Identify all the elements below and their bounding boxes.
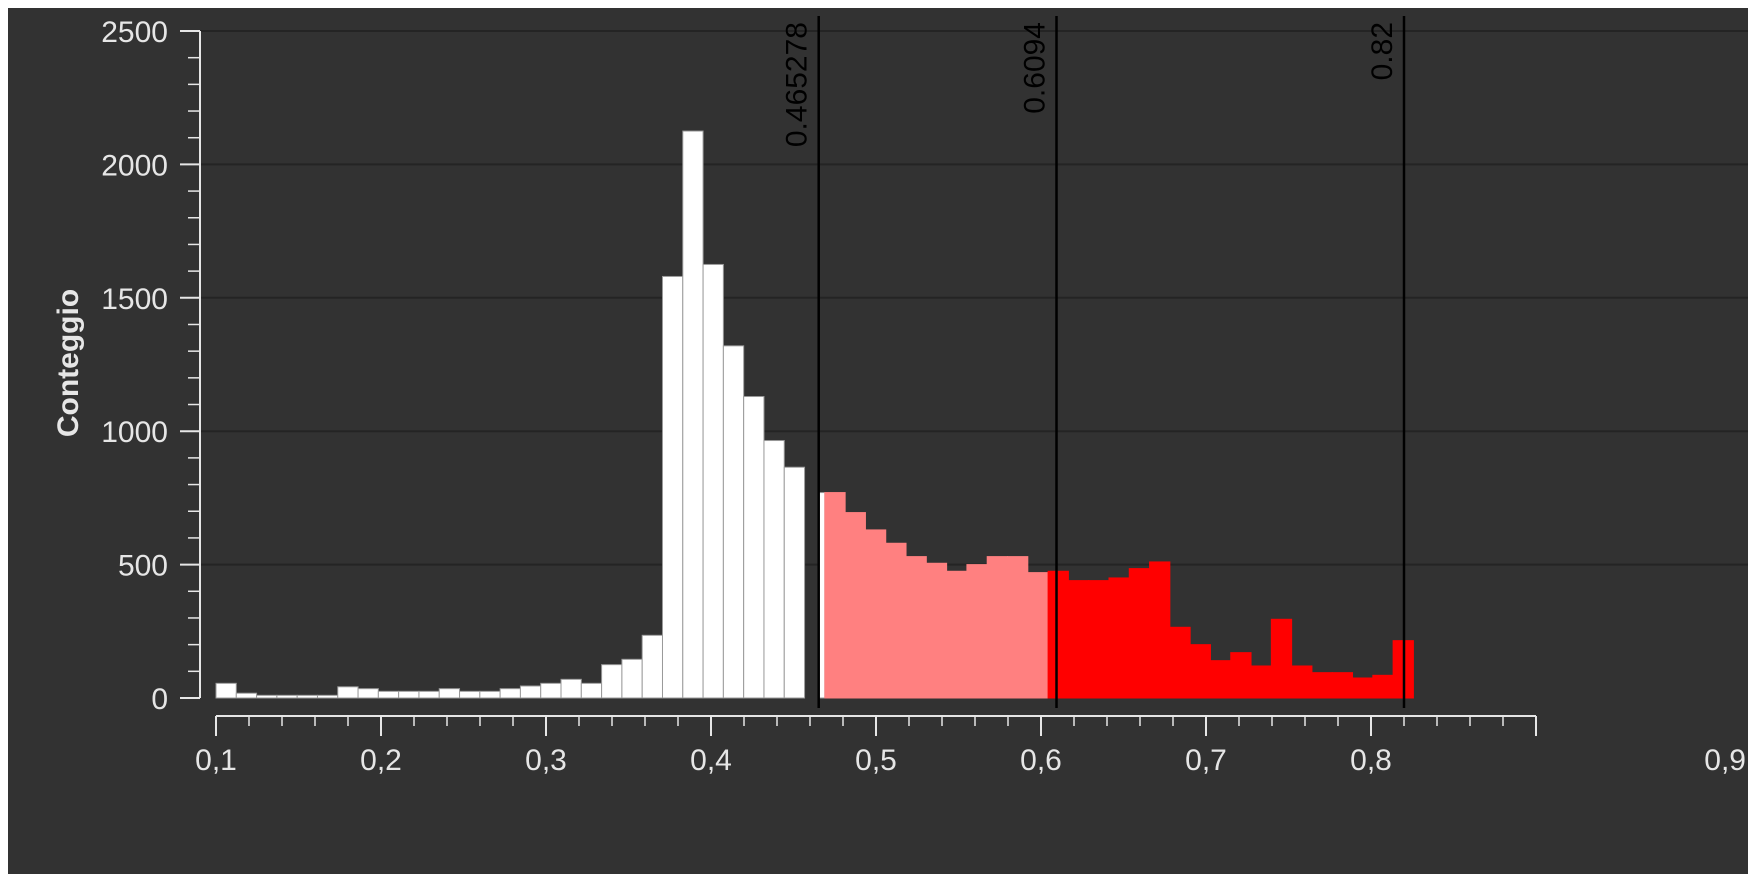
y-tick-label-2: 1000: [101, 416, 168, 449]
histogram-bar-45: [1128, 568, 1151, 699]
histogram-bar-1: [235, 692, 258, 699]
histogram-bar-47: [1169, 626, 1191, 699]
y-tick-label-5: 2500: [101, 16, 168, 49]
y-tick-label-3: 1500: [101, 283, 168, 316]
x-tick-label-3: 0,4: [690, 744, 732, 777]
x-tick-label-1: 0,2: [360, 744, 402, 777]
histogram-bar-15: [519, 685, 542, 699]
histogram-bar-28: [783, 466, 806, 699]
histogram-bar-49: [1209, 660, 1232, 699]
histogram-bar-50: [1230, 652, 1252, 699]
histogram-bar-55: [1331, 672, 1354, 699]
histogram-bar-10: [418, 690, 440, 699]
histogram-bar-34: [905, 556, 927, 699]
histogram-bar-51: [1250, 665, 1272, 699]
threshold-label-2: 0.82: [1366, 22, 1399, 80]
histogram-bar-16: [540, 682, 562, 699]
x-axis: 0,1 0,2 0,3 0,4 0,5 0,6 0,7 0,8 0,9: [195, 715, 1746, 777]
histogram-bar-5: [316, 694, 339, 699]
histogram-bar-44: [1108, 577, 1130, 699]
histogram-bar-43: [1088, 580, 1110, 699]
x-tick-label-6: 0,7: [1185, 744, 1227, 777]
histogram-bar-30: [824, 492, 846, 699]
histogram-bar-38: [986, 556, 1009, 699]
x-tick-label-0: 0,1: [195, 744, 237, 777]
histogram-chart: 0.465278 0.6094 0.82 0 500 1000 1500 2000 2500 …: [8, 8, 1748, 874]
histogram-bar-56: [1352, 677, 1374, 699]
histogram-bar-57: [1372, 674, 1394, 699]
histogram-bar-33: [885, 542, 907, 699]
histogram-bar-4: [296, 694, 318, 699]
histogram-bar-31: [844, 512, 866, 699]
y-tick-label-1: 500: [118, 550, 168, 583]
histogram-bar-26: [743, 396, 765, 699]
histogram-bar-7: [357, 688, 379, 699]
histogram-bar-13: [479, 690, 501, 699]
histogram-bar-23: [682, 130, 704, 699]
histogram-bar-25: [722, 345, 745, 699]
histogram-bar-18: [580, 682, 603, 699]
histogram-bar-36: [946, 570, 968, 699]
histogram-bar-20: [621, 658, 643, 699]
x-tick-label-4: 0,5: [855, 744, 897, 777]
threshold-label-1: 0.6094: [1019, 22, 1052, 114]
x-tick-label-5: 0,6: [1020, 744, 1062, 777]
grid-lines: [200, 30, 1748, 566]
histogram-bar-46: [1149, 561, 1171, 699]
histogram-bar-14: [499, 688, 521, 699]
histogram-bar-12: [459, 690, 481, 699]
y-tick-label-0: 0: [151, 683, 168, 716]
histogram-bar-32: [864, 529, 887, 699]
threshold-lines: 0.465278 0.6094 0.82: [781, 16, 1406, 708]
histogram-bar-35: [925, 562, 948, 699]
histogram-bars: [215, 130, 1414, 699]
histogram-svg: 0.465278 0.6094 0.82 05001000150020002500 …: [52, 16, 1748, 777]
histogram-bar-19: [601, 664, 623, 699]
x-tick-label-8: 0,9: [1704, 744, 1746, 777]
histogram-bar-39: [1007, 556, 1029, 699]
histogram-bar-17: [560, 678, 582, 699]
y-axis-title: Conteggio: [52, 289, 85, 437]
histogram-bar-37: [966, 564, 988, 699]
y-tick-label-4: 2000: [101, 149, 168, 182]
y-axis: 0 500 1000 1500 2000 2500: [101, 16, 201, 716]
x-tick-label-2: 0,3: [525, 744, 567, 777]
histogram-bar-0: [215, 682, 237, 699]
histogram-bar-11: [438, 688, 461, 699]
histogram-bar-6: [337, 686, 359, 699]
histogram-bar-2: [256, 694, 278, 699]
histogram-bar-24: [702, 263, 724, 699]
histogram-bar-22: [661, 275, 684, 699]
histogram-bar-21: [641, 634, 663, 699]
x-tick-label-7: 0,8: [1350, 744, 1392, 777]
histogram-bar-52: [1270, 618, 1293, 699]
histogram-bar-41: [1047, 570, 1069, 699]
histogram-bar-9: [398, 690, 420, 699]
histogram-bar-40: [1027, 572, 1049, 699]
histogram-bar-53: [1291, 665, 1313, 699]
histogram-bar-48: [1189, 644, 1211, 699]
threshold-label-0: 0.465278: [781, 22, 814, 147]
histogram-bar-27: [763, 440, 785, 699]
histogram-bar-42: [1067, 580, 1090, 699]
histogram-bar-3: [276, 694, 298, 699]
histogram-bar-8: [377, 690, 400, 699]
histogram-bar-54: [1311, 672, 1333, 699]
